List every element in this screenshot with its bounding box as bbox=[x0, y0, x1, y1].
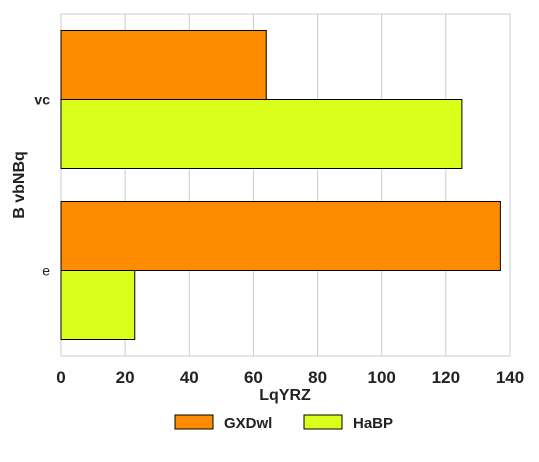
bars bbox=[60, 30, 501, 340]
x-tick-label: 60 bbox=[244, 368, 263, 387]
y-tick-label: vc bbox=[34, 92, 50, 108]
legend-swatch-series-0 bbox=[174, 414, 214, 430]
bar-GXDwl-e bbox=[60, 201, 501, 271]
bar-HaBP-e bbox=[60, 270, 136, 340]
x-axis-title: LqYRZ bbox=[259, 387, 311, 404]
legend-label-series-1: HaBP bbox=[353, 415, 393, 432]
y-tick-labels: vc e bbox=[34, 92, 50, 279]
legend-label-series-0: GXDwl bbox=[224, 415, 272, 432]
bar-HaBP-vc bbox=[60, 99, 463, 169]
legend-swatch-series-1 bbox=[303, 414, 343, 430]
y-axis-title: B vbNBq bbox=[11, 151, 28, 219]
x-tick-label: 20 bbox=[116, 368, 135, 387]
x-tick-label: 80 bbox=[308, 368, 327, 387]
x-tick-label: 40 bbox=[180, 368, 199, 387]
bar-GXDwl-vc bbox=[60, 30, 267, 100]
plot-frame bbox=[60, 13, 511, 357]
x-tick-labels: 0 20 40 60 80 100 120 140 bbox=[56, 368, 524, 387]
x-tick-label: 140 bbox=[496, 368, 524, 387]
legend: GXDwl HaBP bbox=[174, 414, 393, 432]
x-tick-label: 0 bbox=[56, 368, 65, 387]
y-tick-label: e bbox=[42, 263, 50, 279]
x-tick-label: 120 bbox=[432, 368, 460, 387]
x-tick-label: 100 bbox=[368, 368, 396, 387]
